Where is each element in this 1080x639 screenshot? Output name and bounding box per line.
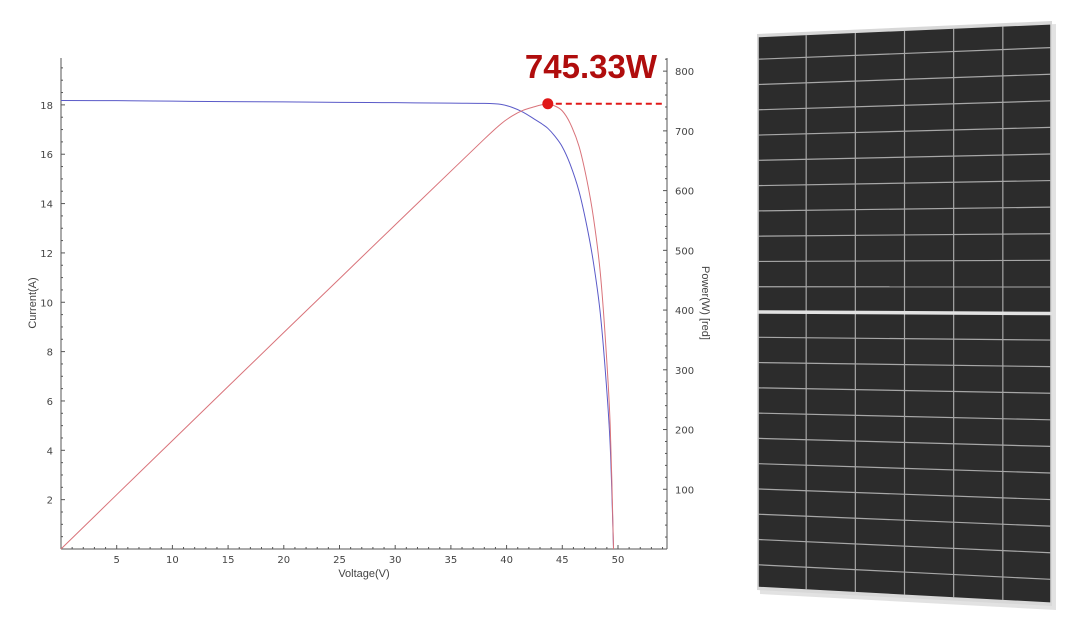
cell-row-line	[758, 437, 1051, 448]
y-tick-label: 14	[40, 200, 53, 211]
cell-row-line	[758, 463, 1051, 474]
cell-row-line	[758, 387, 1051, 394]
x-tick-label: 35	[445, 555, 458, 566]
cell-row-line	[758, 538, 1051, 554]
x-tick-label: 5	[114, 555, 120, 566]
y2-tick-label: 200	[675, 426, 694, 437]
y-tick-label: 16	[40, 150, 53, 161]
cell-row-line	[758, 47, 1051, 60]
x-tick-label: 15	[222, 555, 235, 566]
cell-row-line	[758, 126, 1051, 136]
cell-row-line	[758, 179, 1051, 187]
cell-row-line	[758, 233, 1051, 237]
x-tick-label: 50	[612, 555, 625, 566]
y-tick-label: 2	[47, 496, 53, 507]
y2-tick-label: 600	[675, 187, 694, 198]
cell-row-line	[758, 73, 1051, 86]
x-tick-label: 25	[333, 555, 346, 566]
y-tick-label: 4	[47, 446, 53, 457]
y2-tick-label: 700	[675, 127, 694, 138]
y-tick-label: 10	[40, 298, 53, 309]
x-tick-label: 40	[500, 555, 513, 566]
x-tick-label: 10	[166, 555, 179, 566]
current-curve	[60, 99, 615, 550]
y-tick-label: 12	[40, 249, 53, 260]
chart-axes: 5 10 15 20 25 30 35 40 45 50 2 4 6 8 10 12 14 16 18 100 200 3…	[40, 58, 694, 566]
cell-row-line	[758, 564, 1051, 580]
cell-row-line	[758, 336, 1051, 341]
y2-tick-label: 400	[675, 306, 694, 317]
x-tick-label: 45	[556, 555, 569, 566]
y-tick-label: 6	[47, 397, 53, 408]
x-axis-label: Voltage(V)	[338, 568, 389, 580]
iv-chart: 5 10 15 20 25 30 35 40 45 50 2 4 6 8 10 12 14 16 18 100 200 3…	[27, 48, 711, 580]
x-tick-label: 20	[277, 555, 290, 566]
y-tick-label: 8	[47, 348, 53, 359]
max-power-point	[542, 98, 554, 110]
y2-tick-label: 500	[675, 246, 694, 257]
cell-row-line	[758, 100, 1051, 111]
chart-series	[60, 98, 663, 550]
panel-center-divider	[756, 310, 1053, 316]
cell-row-line	[758, 259, 1051, 263]
y2-axis-label: Power(W) [red]	[699, 266, 711, 340]
cell-row-line	[758, 361, 1051, 368]
y-axis-label: Current(A)	[27, 277, 39, 328]
cell-row-line	[758, 513, 1051, 527]
cell-row-line	[758, 206, 1051, 212]
cell-row-line	[758, 412, 1051, 421]
y2-tick-label: 100	[675, 485, 694, 496]
y2-tick-label: 800	[675, 67, 694, 78]
y-tick-label: 18	[40, 101, 53, 112]
cell-row-line	[758, 488, 1051, 501]
max-power-label: 745.33W	[525, 48, 658, 85]
power-curve	[60, 103, 615, 550]
x-tick-label: 30	[389, 555, 402, 566]
y2-tick-label: 300	[675, 366, 694, 377]
cell-row-line	[758, 153, 1051, 161]
